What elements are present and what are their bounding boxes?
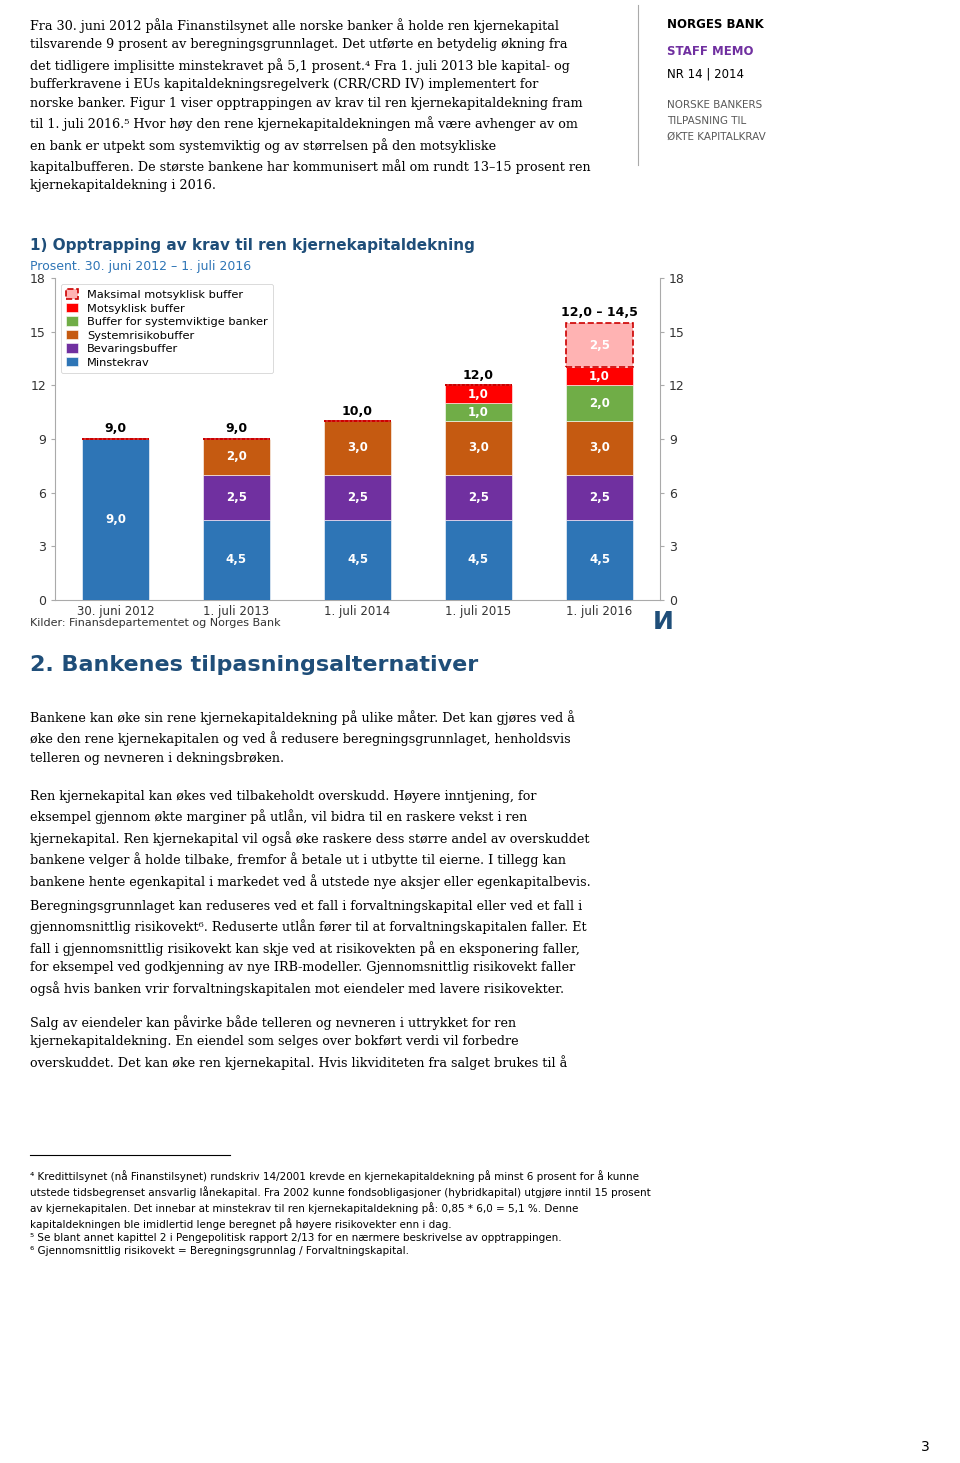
Bar (204, 519, 270, 600)
Text: Prosent. 30. juni 2012 – 1. juli 2016: Prosent. 30. juni 2012 – 1. juli 2016 (30, 260, 252, 274)
Bar (566, 475, 633, 519)
Text: 9,0: 9,0 (105, 423, 127, 436)
Text: 3,0: 3,0 (348, 442, 368, 455)
Text: Fra 30. juni 2012 påla Finanstilsynet alle norske banker å holde ren kjernekapit: Fra 30. juni 2012 påla Finanstilsynet al… (30, 18, 590, 193)
Text: 2,5: 2,5 (468, 490, 489, 503)
Text: ØKTE KAPITALKRAV: ØKTE KAPITALKRAV (667, 132, 766, 142)
Bar (566, 385, 633, 421)
Bar (566, 323, 633, 367)
Text: 10,0: 10,0 (342, 405, 373, 417)
Bar (324, 421, 391, 475)
Text: 9,0: 9,0 (226, 423, 248, 436)
Text: TILPASNING TIL: TILPASNING TIL (667, 116, 747, 126)
Text: Kilder: Finansdepartementet og Norges Bank: Kilder: Finansdepartementet og Norges Ba… (30, 617, 280, 628)
Bar (445, 421, 512, 475)
Text: 4,5: 4,5 (347, 553, 368, 566)
Text: 2,5: 2,5 (226, 490, 247, 503)
Bar (204, 439, 270, 475)
Text: Bankene kan øke sin rene kjernekapitaldekning på ulike måter. Det kan gjøres ved: Bankene kan øke sin rene kjernekapitalde… (30, 710, 575, 765)
Text: 1,0: 1,0 (468, 388, 489, 401)
Bar (83, 439, 149, 600)
Text: 9,0: 9,0 (105, 514, 126, 527)
Text: И: И (653, 610, 674, 633)
Text: Beregningsgrunnlaget kan reduseres ved et fall i forvaltningskapital eller ved e: Beregningsgrunnlaget kan reduseres ved e… (30, 900, 587, 996)
Bar (445, 475, 512, 519)
Text: 12,0: 12,0 (463, 369, 494, 382)
Text: 2,5: 2,5 (589, 490, 610, 503)
Text: 2,0: 2,0 (589, 396, 610, 410)
Text: STAFF MEMO: STAFF MEMO (667, 45, 754, 59)
Bar (445, 404, 512, 421)
Text: 1) Opptrapping av krav til ren kjernekapitaldekning: 1) Opptrapping av krav til ren kjernekap… (30, 238, 475, 253)
Text: NR 14 | 2014: NR 14 | 2014 (667, 67, 744, 80)
Text: 3,0: 3,0 (589, 442, 610, 455)
Text: 1,0: 1,0 (589, 370, 610, 383)
Text: 4,5: 4,5 (468, 553, 489, 566)
Bar (566, 519, 633, 600)
Text: 2,5: 2,5 (347, 490, 368, 503)
Text: ⁴ Kredittilsynet (nå Finanstilsynet) rundskriv 14/2001 krevde en kjernekapitalde: ⁴ Kredittilsynet (nå Finanstilsynet) run… (30, 1170, 651, 1255)
Text: NORSKE BANKERS: NORSKE BANKERS (667, 99, 762, 110)
Bar (324, 475, 391, 519)
Text: 4,5: 4,5 (226, 553, 247, 566)
Bar (445, 519, 512, 600)
Text: 2. Bankenes tilpasningsalternativer: 2. Bankenes tilpasningsalternativer (30, 655, 478, 674)
Text: 2,5: 2,5 (589, 338, 610, 351)
Text: 12,0 – 14,5: 12,0 – 14,5 (561, 306, 638, 319)
Bar (445, 385, 512, 404)
Text: NORGES BANK: NORGES BANK (667, 18, 764, 31)
Bar (324, 519, 391, 600)
Text: Ren kjernekapital kan økes ved tilbakeholdt overskudd. Høyere inntjening, for
ek: Ren kjernekapital kan økes ved tilbakeho… (30, 790, 590, 888)
Legend: Maksimal motsyklisk buffer, Motsyklisk buffer, Buffer for systemviktige banker, : Maksimal motsyklisk buffer, Motsyklisk b… (60, 284, 274, 373)
Text: 4,5: 4,5 (588, 553, 610, 566)
Bar (566, 367, 633, 385)
Text: 2,0: 2,0 (226, 451, 247, 464)
Text: 3,0: 3,0 (468, 442, 489, 455)
Bar (566, 421, 633, 475)
Text: Salg av eiendeler kan påvirke både telleren og nevneren i uttrykket for ren
kjer: Salg av eiendeler kan påvirke både telle… (30, 1015, 567, 1069)
Bar (204, 475, 270, 519)
Text: 3: 3 (922, 1440, 930, 1454)
Text: 1,0: 1,0 (468, 405, 489, 418)
